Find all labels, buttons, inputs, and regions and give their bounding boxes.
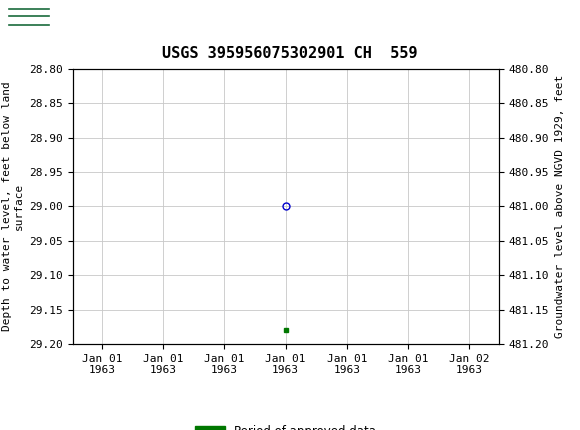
Text: USGS: USGS <box>55 9 110 27</box>
Legend: Period of approved data: Period of approved data <box>190 420 381 430</box>
Text: USGS 395956075302901 CH  559: USGS 395956075302901 CH 559 <box>162 46 418 61</box>
Bar <box>6 3 52 32</box>
Y-axis label: Depth to water level, feet below land
surface: Depth to water level, feet below land su… <box>2 82 23 331</box>
Y-axis label: Groundwater level above NGVD 1929, feet: Groundwater level above NGVD 1929, feet <box>554 75 564 338</box>
